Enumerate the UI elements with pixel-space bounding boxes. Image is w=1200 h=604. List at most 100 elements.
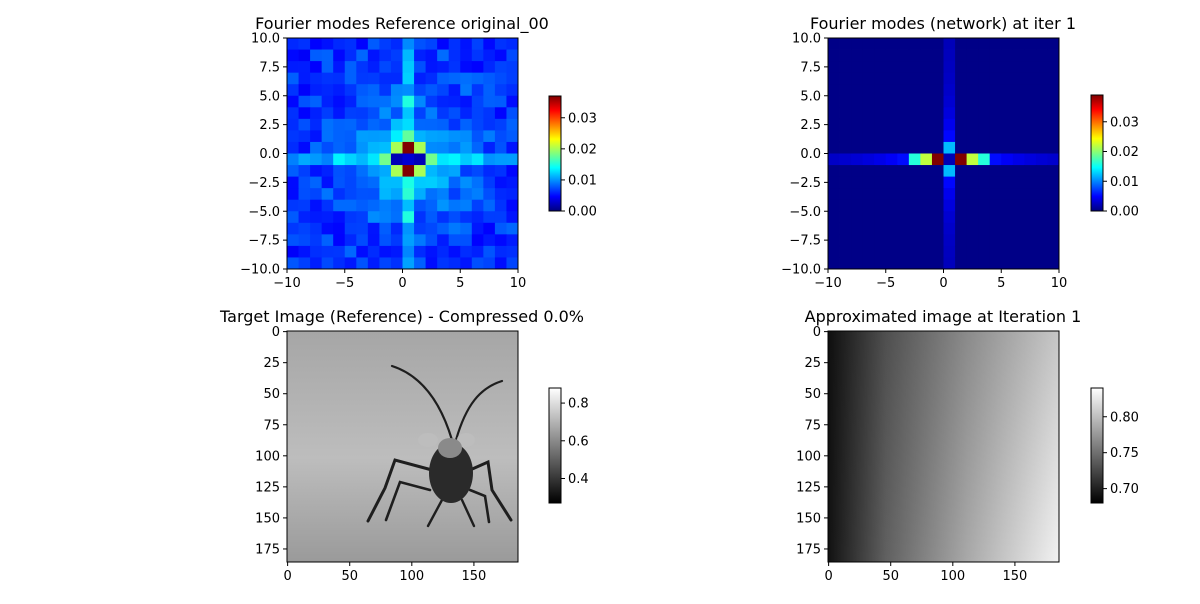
- heatmap-cell: [402, 245, 415, 258]
- heatmap-cell: [908, 188, 921, 201]
- heatmap-cell: [1047, 49, 1060, 62]
- y-tick-label: 7.5: [259, 60, 280, 75]
- x-tick-label: 50: [882, 569, 899, 584]
- heatmap-cell: [851, 130, 864, 143]
- heatmap-cell: [1024, 188, 1037, 201]
- heatmap-cell: [931, 245, 944, 258]
- heatmap-cell: [966, 199, 979, 212]
- heatmap-cell: [1035, 222, 1048, 235]
- heatmap-cell: [356, 199, 369, 212]
- heatmap-cell: [1035, 245, 1048, 258]
- heatmap-cell: [955, 107, 967, 120]
- heatmap-cell: [402, 118, 415, 131]
- heatmap-cell: [897, 95, 910, 108]
- heatmap-cell: [379, 118, 392, 131]
- heatmap-cell: [310, 95, 323, 108]
- heatmap-cell: [1035, 95, 1048, 108]
- heatmap-cell: [851, 72, 864, 85]
- heatmap-cell: [494, 211, 507, 224]
- heatmap-cell: [1047, 153, 1060, 166]
- heatmap-cell: [448, 153, 461, 166]
- heatmap-cell: [471, 257, 484, 270]
- heatmap-cell: [402, 84, 415, 97]
- heatmap-cell: [483, 257, 496, 270]
- heatmap-cell: [828, 153, 840, 166]
- heatmap-cell: [494, 107, 507, 120]
- heatmap-cell: [344, 141, 357, 154]
- heatmap-cell: [1024, 153, 1037, 166]
- heatmap-cell: [839, 245, 852, 258]
- heatmap-cell: [839, 72, 852, 85]
- heatmap-cell: [874, 222, 887, 235]
- heatmap-cell: [344, 188, 357, 201]
- heatmap-cell: [978, 188, 991, 201]
- heatmap-cell: [885, 38, 898, 50]
- heatmap-cell: [989, 61, 1002, 74]
- heatmap-cell: [414, 72, 426, 85]
- heatmap-cell: [1012, 72, 1025, 85]
- heatmap-cell: [483, 141, 496, 154]
- y-tick-label: 7.5: [800, 60, 821, 75]
- y-tick-label: −7.5: [789, 234, 821, 249]
- heatmap-cell: [955, 118, 967, 131]
- heatmap-cell: [931, 95, 944, 108]
- heatmap-cell: [367, 165, 380, 177]
- heatmap-cell: [1001, 38, 1014, 50]
- heatmap-cell: [460, 84, 473, 97]
- heatmap-cell: [874, 72, 887, 85]
- colorbar-tick-label: 0.01: [1110, 175, 1139, 190]
- heatmap-cell: [931, 165, 944, 177]
- heatmap-cell: [344, 130, 357, 143]
- heatmap-cell: [1001, 130, 1014, 143]
- heatmap-cell: [367, 199, 380, 212]
- heatmap-cell: [1047, 188, 1060, 201]
- colorbar-tick-label: 0.03: [568, 111, 597, 126]
- insect-head: [438, 438, 462, 458]
- heatmap-cell: [1001, 118, 1014, 131]
- heatmap-cell: [425, 72, 438, 85]
- heatmap-cell: [955, 222, 967, 235]
- heatmap-cell: [1047, 130, 1060, 143]
- heatmap-cell: [851, 107, 864, 120]
- heatmap-cell: [367, 107, 380, 120]
- heatmap-cell: [506, 153, 519, 166]
- heatmap-cell: [356, 72, 369, 85]
- heatmap-cell: [931, 199, 944, 212]
- heatmap-cell: [356, 141, 369, 154]
- heatmap-cell: [989, 72, 1002, 85]
- heatmap-cell: [1001, 199, 1014, 212]
- heatmap-cell: [851, 141, 864, 154]
- heatmap-cell: [483, 199, 496, 212]
- heatmap-cell: [874, 165, 887, 177]
- heatmap-cell: [367, 84, 380, 97]
- heatmap-cell: [1035, 188, 1048, 201]
- heatmap-cell: [897, 84, 910, 97]
- heatmap-cell: [839, 84, 852, 97]
- heatmap-cell: [287, 130, 299, 143]
- heatmap-cell: [828, 107, 840, 120]
- heatmap-cell: [874, 61, 887, 74]
- heatmap-cell: [874, 38, 887, 50]
- heatmap-cell: [978, 130, 991, 143]
- heatmap-cell: [321, 61, 334, 74]
- heatmap-cell: [506, 118, 519, 131]
- heatmap-cell: [390, 188, 403, 201]
- heatmap-cell: [310, 234, 323, 247]
- heatmap-cell: [483, 153, 496, 166]
- heatmap-cell: [333, 153, 346, 166]
- heatmap-cell: [920, 95, 933, 108]
- heatmap-cell: [1012, 222, 1025, 235]
- x-tick-label: 10: [510, 276, 527, 291]
- heatmap-cell: [483, 84, 496, 97]
- heatmap-cell: [851, 95, 864, 108]
- heatmap-cell: [1012, 84, 1025, 97]
- heatmap-cell: [379, 222, 392, 235]
- heatmap-cell: [1035, 257, 1048, 270]
- heatmap-cell: [943, 107, 956, 120]
- heatmap-cell: [379, 61, 392, 74]
- heatmap-cell: [955, 165, 967, 177]
- heatmap-cell: [414, 188, 426, 201]
- heatmap-cell: [506, 107, 519, 120]
- heatmap-cell: [356, 222, 369, 235]
